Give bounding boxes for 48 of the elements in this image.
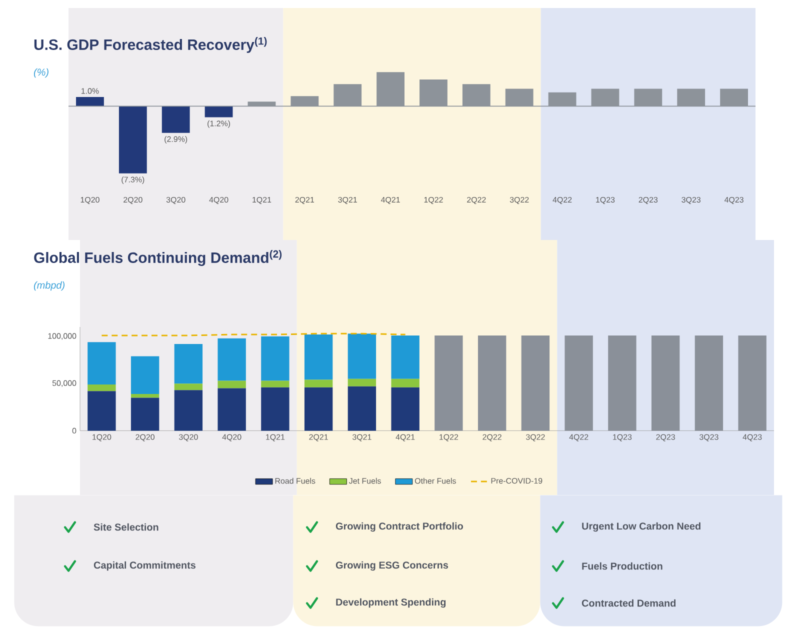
chart-title: U.S. GDP Forecasted Recovery$^{(1)}$ [34, 37, 267, 53]
bar [130, 356, 160, 394]
text: Development Spending [336, 598, 446, 608]
bar [174, 384, 203, 390]
bar [130, 394, 160, 398]
text: Fuels Production [582, 562, 662, 570]
bar [608, 335, 636, 431]
bar [174, 344, 203, 384]
bar [391, 387, 420, 431]
bar [88, 342, 116, 385]
bar [88, 391, 116, 431]
bar [738, 335, 766, 431]
bar [304, 380, 333, 388]
chart-subtitle: (mbpd) [34, 281, 64, 291]
bar [434, 335, 463, 431]
bar [261, 380, 290, 388]
bar [651, 335, 680, 431]
bar [204, 106, 233, 118]
bar [218, 388, 246, 431]
bar [391, 378, 420, 388]
bar [261, 336, 290, 381]
bar [694, 335, 724, 431]
bar [174, 390, 203, 431]
bar [118, 106, 147, 174]
bar [88, 384, 116, 392]
bar [478, 335, 506, 431]
bar [130, 398, 160, 431]
text: Growing Contract Portfolio [336, 522, 463, 532]
text: Capital Commitments [94, 561, 196, 571]
bar [391, 335, 420, 379]
bar [162, 106, 190, 133]
text: Site Selection [94, 523, 158, 531]
bar [348, 386, 376, 431]
bar [564, 335, 593, 431]
bar [76, 96, 104, 106]
bar [261, 387, 290, 431]
bar [521, 335, 550, 431]
chart-subtitle: (%) [34, 68, 48, 78]
bar [304, 334, 333, 380]
bar [218, 338, 246, 381]
text: Urgent Low Carbon Need [582, 522, 700, 532]
text: Contracted Demand [582, 599, 676, 607]
chart-title: Global Fuels Continuing Demand$^{(2)}$ [34, 250, 282, 266]
bar [348, 334, 376, 379]
bar [348, 378, 376, 386]
bar [304, 387, 333, 431]
bar [218, 380, 246, 388]
text: Growing ESG Concerns [336, 561, 448, 571]
